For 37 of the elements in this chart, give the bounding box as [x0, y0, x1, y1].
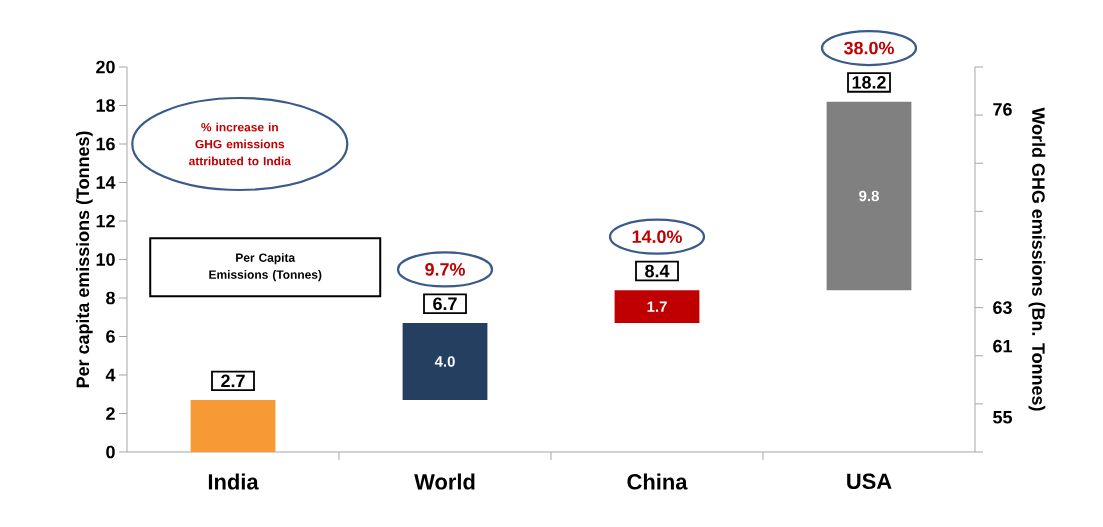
bar	[614, 290, 700, 324]
text: 55	[993, 411, 1012, 424]
annotation: 9.7%	[425, 263, 465, 276]
y-tick-label: 12	[96, 214, 115, 228]
y-tick-label: 2	[106, 407, 115, 420]
data-label: 9.8	[859, 190, 879, 202]
annotation: 6.7	[433, 297, 457, 311]
y-tick-label: 10	[96, 253, 115, 266]
text: 38.0%	[843, 41, 894, 55]
bar	[190, 400, 276, 452]
x-tick-label: India	[208, 473, 259, 490]
y-tick-label: 14	[96, 176, 116, 189]
x-tick-label: World	[414, 473, 475, 490]
y-tick-label: 6	[106, 330, 115, 343]
annotation: 2.7	[221, 374, 245, 388]
y-tick-label: 16	[96, 137, 115, 151]
text: 61	[993, 339, 1012, 353]
x-tick-label: China	[627, 473, 688, 490]
annotation: Per Capita Emissions (Tonnes)	[209, 253, 322, 282]
y-tick-label: 8	[106, 291, 115, 305]
data-label: 4.0	[434, 356, 455, 367]
annotation: 18.2	[852, 76, 886, 89]
bar	[826, 101, 912, 291]
text: 63	[993, 301, 1012, 314]
annotation: 8.4	[645, 264, 670, 278]
x-tick-label: USA	[847, 473, 892, 490]
y2-axis-title: World GHG emissions (Bn. Tonnes)	[1028, 107, 1046, 411]
y-tick-label: 4	[105, 368, 116, 382]
y-axis-title: Per capita emissions (Tonnes)	[75, 131, 93, 388]
annotation: % increase in GHG emissions attributed to India	[189, 122, 291, 166]
y-tick-label: 20	[96, 60, 115, 74]
text: 76	[993, 102, 1012, 116]
annotation: 14.0%	[632, 230, 682, 244]
data-label: 1.7	[647, 301, 667, 312]
y-tick-label: 18	[96, 99, 115, 112]
y-tick-label: 0	[106, 445, 115, 459]
bar	[402, 323, 488, 401]
